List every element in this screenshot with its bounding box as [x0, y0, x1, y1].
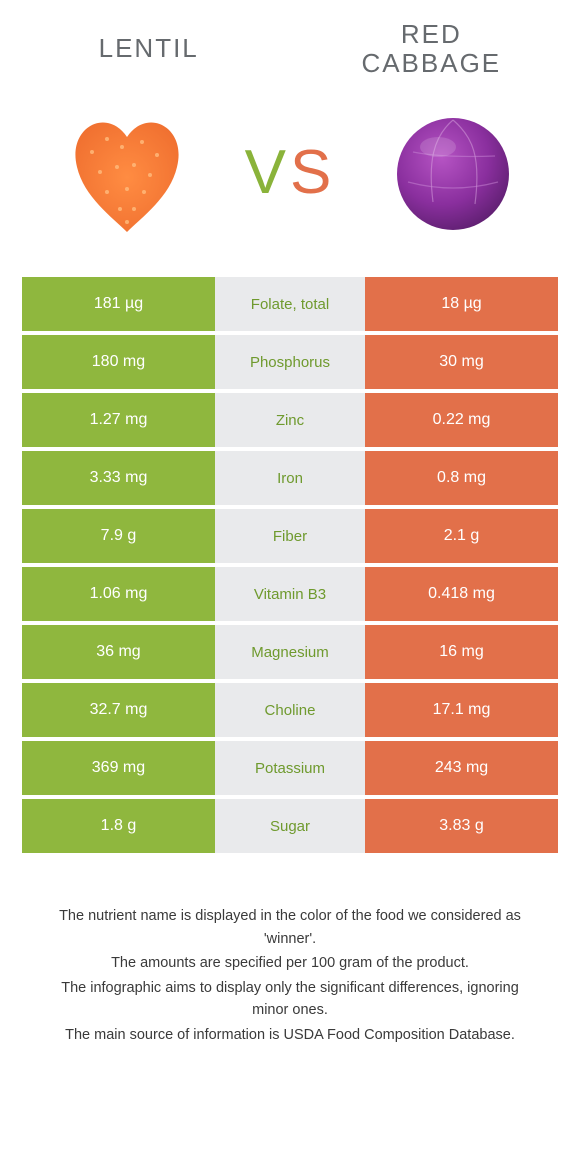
footer-p2: The amounts are specified per 100 gram o… [44, 952, 536, 974]
nutrient-name: Magnesium [215, 625, 365, 679]
left-value: 181 µg [22, 277, 215, 331]
table-row: 180 mgPhosphorus30 mg [22, 335, 558, 389]
left-value: 180 mg [22, 335, 215, 389]
left-value: 1.06 mg [22, 567, 215, 621]
nutrient-name: Zinc [215, 393, 365, 447]
header: LENTIL REDCABBAGE [0, 0, 580, 77]
footer-p4: The main source of information is USDA F… [44, 1024, 536, 1046]
nutrient-name: Folate, total [215, 277, 365, 331]
left-value: 36 mg [22, 625, 215, 679]
footer-p1: The nutrient name is displayed in the co… [44, 905, 536, 950]
right-value: 3.83 g [365, 799, 558, 853]
right-value: 243 mg [365, 741, 558, 795]
vs-s: S [290, 138, 335, 207]
table-row: 3.33 mgIron0.8 mg [22, 451, 558, 505]
nutrient-name: Sugar [215, 799, 365, 853]
left-value: 369 mg [22, 741, 215, 795]
right-value: 17.1 mg [365, 683, 558, 737]
left-value: 32.7 mg [22, 683, 215, 737]
table-row: 1.27 mgZinc0.22 mg [22, 393, 558, 447]
right-value: 0.8 mg [365, 451, 558, 505]
right-value: 0.418 mg [365, 567, 558, 621]
table-row: 369 mgPotassium243 mg [22, 741, 558, 795]
table-row: 1.06 mgVitamin B30.418 mg [22, 567, 558, 621]
right-value: 18 µg [365, 277, 558, 331]
right-value: 0.22 mg [365, 393, 558, 447]
red-cabbage-image [378, 97, 528, 247]
nutrient-name: Iron [215, 451, 365, 505]
table-row: 32.7 mgCholine17.1 mg [22, 683, 558, 737]
left-value: 7.9 g [22, 509, 215, 563]
table-row: 181 µgFolate, total18 µg [22, 277, 558, 331]
right-value: 30 mg [365, 335, 558, 389]
right-value: 16 mg [365, 625, 558, 679]
footer-p3: The infographic aims to display only the… [44, 977, 536, 1022]
left-value: 1.27 mg [22, 393, 215, 447]
table-row: 1.8 gSugar3.83 g [22, 799, 558, 853]
left-value: 1.8 g [22, 799, 215, 853]
title-left: LENTIL [30, 34, 257, 63]
nutrient-name: Potassium [215, 741, 365, 795]
left-value: 3.33 mg [22, 451, 215, 505]
vs-label: VS [245, 137, 336, 208]
images-row: VS [0, 77, 580, 277]
nutrient-name: Choline [215, 683, 365, 737]
table-row: 7.9 gFiber2.1 g [22, 509, 558, 563]
right-value: 2.1 g [365, 509, 558, 563]
nutrient-name: Vitamin B3 [215, 567, 365, 621]
lentil-image [52, 97, 202, 247]
vs-v: V [245, 138, 290, 207]
comparison-table: 181 µgFolate, total18 µg180 mgPhosphorus… [22, 277, 558, 853]
nutrient-name: Phosphorus [215, 335, 365, 389]
title-right: REDCABBAGE [323, 20, 550, 77]
nutrient-name: Fiber [215, 509, 365, 563]
table-row: 36 mgMagnesium16 mg [22, 625, 558, 679]
footer-notes: The nutrient name is displayed in the co… [0, 857, 580, 1046]
